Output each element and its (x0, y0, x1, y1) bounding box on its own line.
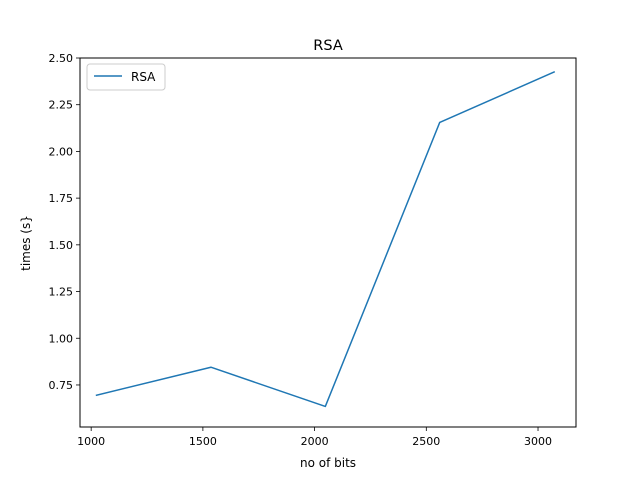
axes-frame (79, 57, 577, 428)
y-tick-label: 1.75 (49, 192, 74, 205)
y-tick-label: 1.00 (49, 332, 74, 345)
chart-title: RSA (313, 38, 343, 54)
axis-ticks: 1000 1500 2000 2500 3000 0.75 1.00 1.25 1.50 1.75… (49, 52, 553, 448)
y-tick-label: 2.25 (49, 99, 74, 112)
x-tick-label: 1500 (189, 435, 217, 448)
legend-label-rsa: RSA (131, 70, 156, 84)
y-tick-label: 0.75 (49, 379, 74, 392)
y-tick-label: 2.50 (49, 52, 74, 65)
x-tick-label: 2500 (412, 435, 440, 448)
legend-box (86, 63, 166, 91)
x-axis-label: no of bits (300, 456, 356, 470)
y-tick-label: 1.25 (49, 286, 74, 299)
y-axis-label: times (s} (19, 215, 33, 271)
x-tick-label: 1000 (77, 435, 105, 448)
y-tick-label: 1.50 (49, 239, 74, 252)
x-tick-label: 2000 (301, 435, 329, 448)
x-tick-label: 3000 (524, 435, 552, 448)
legend: RSA (86, 63, 166, 91)
plot-area (95, 71, 556, 408)
y-tick-label: 2.00 (49, 145, 74, 158)
